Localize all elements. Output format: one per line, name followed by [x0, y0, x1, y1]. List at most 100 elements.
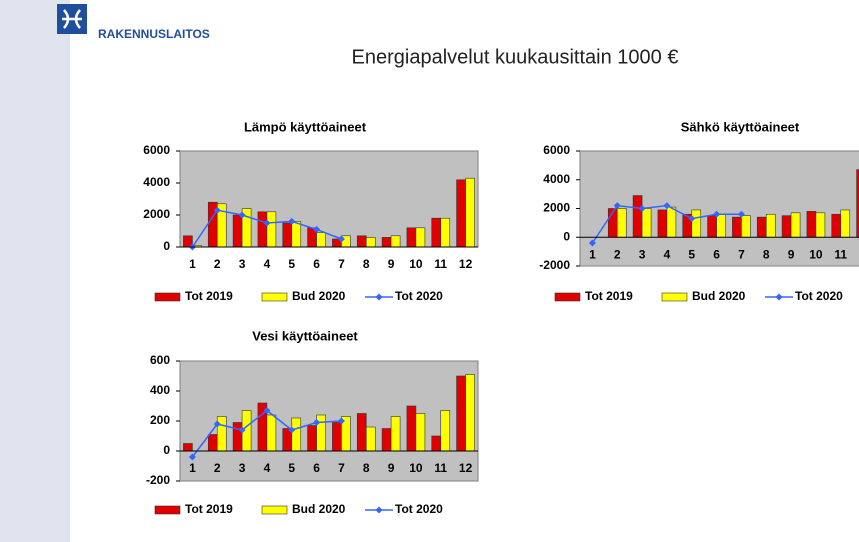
legend-label: Bud 2020 [692, 289, 746, 303]
y-tick-label: 600 [150, 353, 170, 367]
y-tick-label: 2000 [543, 201, 570, 215]
x-tick-label: 7 [738, 247, 745, 261]
line-marker [337, 235, 345, 243]
bar [406, 405, 417, 452]
bar [257, 211, 268, 248]
line-marker [313, 225, 321, 233]
bar [232, 214, 243, 248]
bar [616, 208, 627, 238]
bar [232, 422, 243, 452]
y-tick-label: 200 [150, 413, 170, 427]
bar [291, 417, 302, 452]
bar [291, 221, 302, 248]
bar [307, 425, 317, 452]
bar [840, 209, 851, 238]
bar [781, 215, 792, 238]
bar [207, 434, 218, 452]
x-tick-label: 1 [189, 257, 196, 271]
bar [831, 213, 842, 238]
x-tick-label: 10 [409, 461, 423, 475]
x-tick-label: 11 [434, 257, 447, 271]
y-tick-label: 0 [563, 229, 570, 243]
bar [381, 237, 392, 248]
line-marker [263, 219, 271, 227]
bar [415, 413, 426, 452]
bar [632, 195, 643, 238]
chart-title: Sähkö käyttöaineet [681, 119, 800, 134]
bar [183, 443, 193, 452]
y-tick-label: -2000 [539, 258, 570, 272]
x-tick-label: 10 [809, 247, 823, 261]
bar [456, 375, 466, 452]
y-tick-label: 2000 [143, 207, 170, 221]
x-tick-label: 2 [214, 257, 221, 271]
bar [390, 416, 401, 452]
bar [741, 215, 751, 238]
x-tick-label: 2 [614, 247, 621, 261]
x-tick-label: 6 [313, 461, 320, 475]
line-marker [638, 205, 646, 212]
line-marker [213, 206, 221, 214]
bar [390, 235, 401, 248]
bar [381, 428, 392, 452]
y-tick-label: 0 [163, 239, 170, 253]
legend-marker [775, 293, 783, 301]
x-tick-label: 4 [264, 461, 271, 475]
bar [431, 435, 442, 452]
line-marker [713, 210, 721, 218]
y-tick-label: 4000 [543, 172, 570, 186]
bar [356, 413, 367, 452]
line-marker [313, 419, 321, 426]
legend-swatch [261, 505, 288, 515]
legend-swatch [554, 292, 581, 302]
legend-label: Bud 2020 [292, 502, 346, 516]
line-marker [613, 202, 621, 210]
bar [406, 227, 417, 248]
y-tick-label: 6000 [543, 143, 570, 157]
y-tick-label: 400 [150, 383, 170, 397]
bar [756, 216, 767, 238]
bar [266, 414, 277, 452]
bar [266, 211, 277, 248]
bar [707, 215, 717, 238]
x-tick-label: 8 [763, 247, 770, 261]
line-marker [263, 407, 271, 414]
x-tick-label: 3 [639, 247, 646, 261]
legend-label: Tot 2019 [585, 289, 633, 303]
line-marker [737, 210, 745, 218]
legend-marker [375, 506, 383, 514]
x-tick-label: 5 [688, 247, 695, 261]
legend-swatch [661, 292, 688, 302]
bar [332, 422, 342, 452]
x-tick-label: 9 [388, 257, 395, 271]
slide-title: Energiapalvelut kuukausittain 1000 € [352, 46, 679, 68]
bar [356, 235, 367, 248]
x-tick-label: 4 [664, 247, 671, 261]
bar [440, 217, 451, 248]
bar [815, 212, 826, 238]
chart-title: Vesi käyttöaineet [252, 328, 358, 343]
bar [415, 227, 426, 248]
x-tick-label: 1 [189, 461, 196, 475]
y-tick-label: -200 [146, 473, 170, 487]
bar [691, 209, 702, 238]
side-strip [0, 0, 70, 542]
x-tick-label: 7 [338, 257, 345, 271]
bar [806, 211, 817, 238]
line-marker [288, 217, 296, 225]
bar [365, 426, 376, 452]
x-tick-label: 8 [363, 257, 370, 271]
y-tick-label: 4000 [143, 175, 170, 189]
bar [365, 237, 376, 248]
bar [465, 374, 475, 452]
line-marker [213, 420, 221, 428]
legend-swatch [154, 505, 181, 515]
bar [641, 208, 652, 238]
x-tick-label: 2 [214, 461, 221, 475]
x-tick-label: 5 [288, 257, 295, 271]
bar [732, 216, 742, 238]
x-tick-label: 9 [388, 461, 395, 475]
legend-swatch [261, 292, 288, 302]
x-tick-label: 12 [459, 461, 473, 475]
